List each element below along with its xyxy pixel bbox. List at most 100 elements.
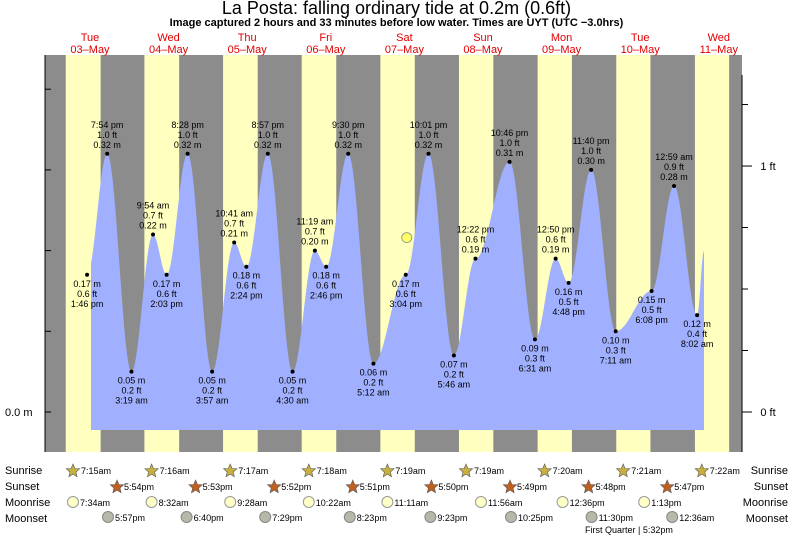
feet-label: 0.5 ft (559, 297, 580, 307)
sunrise-time: 7:19am (395, 466, 425, 476)
sunrise-time: 7:18am (317, 466, 347, 476)
time-label: 7:11 am (600, 355, 632, 365)
day-date-label: 08–May (463, 44, 503, 56)
day-date-label: 10–May (621, 44, 661, 56)
row-label: Moonset (5, 513, 47, 525)
metres-label: 0.12 m (683, 319, 711, 329)
moonset-icon (102, 511, 114, 523)
moonrise-time: 9:28am (237, 498, 267, 508)
metres-label: 0.32 m (254, 140, 282, 150)
day-date-label: 09–May (542, 44, 582, 56)
time-label: 10:46 pm (491, 128, 529, 138)
tide-point (185, 151, 190, 156)
day-date-label: 06–May (306, 44, 346, 56)
row-label: Sunrise (5, 465, 42, 477)
day-name-label: Sun (473, 32, 493, 44)
time-label: 3:57 am (196, 396, 229, 406)
moonrise-icon (381, 496, 394, 508)
metres-label: 0.05 m (198, 376, 226, 386)
moonrise-icon (638, 496, 651, 508)
moonrise-icon (556, 496, 569, 508)
tide-point (613, 329, 618, 334)
day-name-label: Wed (708, 32, 730, 44)
feet-label: 0.6 ft (465, 235, 486, 245)
metres-label: 0.19 m (462, 245, 490, 255)
day-name-label: Fri (319, 32, 332, 44)
sunrise-icon (222, 463, 238, 478)
time-label: 8:28 pm (171, 120, 204, 130)
sunset-icon (109, 479, 125, 494)
time-label: 5:46 am (438, 380, 471, 390)
feet-label: 0.7 ft (143, 210, 164, 220)
sunset-icon (423, 479, 439, 494)
metres-label: 0.10 m (602, 335, 630, 345)
time-label: 7:54 pm (91, 120, 124, 130)
time-label: 11:40 pm (573, 136, 610, 146)
sunrise-time: 7:20am (553, 466, 583, 476)
metres-label: 0.21 m (220, 229, 248, 239)
metres-label: 0.17 m (73, 279, 101, 289)
time-label: 5:12 am (357, 388, 390, 398)
day-name-label: Sat (396, 32, 413, 44)
tide-point (244, 264, 249, 269)
moonset-time: 12:36am (679, 513, 714, 523)
feet-label: 0.6 ft (396, 289, 417, 299)
feet-label: 0.6 ft (236, 281, 257, 291)
sunrise-icon (379, 463, 395, 478)
time-label: 4:48 pm (552, 307, 585, 317)
sunrise-time: 7:22am (710, 466, 740, 476)
feet-label: 0.6 ft (157, 289, 178, 299)
metres-label: 0.09 m (521, 343, 549, 353)
moonrise-time: 11:56am (488, 498, 522, 508)
metres-label: 0.18 m (233, 271, 261, 281)
moonrise-icon (145, 496, 158, 508)
time-label: 10:01 pm (410, 120, 448, 130)
moonset-time: 10:25pm (518, 513, 553, 523)
time-label: 9:30 pm (332, 120, 365, 130)
metres-label: 0.18 m (312, 271, 340, 281)
metres-label: 0.05 m (118, 376, 146, 386)
feet-label: 1.0 ft (338, 130, 359, 140)
sunset-time: 5:52pm (281, 482, 311, 492)
sunrise-time: 7:21am (631, 466, 661, 476)
tide-point (105, 151, 110, 156)
day-date-label: 11–May (700, 44, 739, 56)
metres-label: 0.31 m (496, 148, 524, 158)
time-label: 12:59 am (655, 152, 693, 162)
moonset-icon (180, 511, 193, 523)
metres-label: 0.15 m (638, 295, 666, 305)
feet-label: 0.7 ft (305, 227, 326, 237)
metres-label: 0.32 m (334, 140, 362, 150)
tide-point (451, 353, 456, 358)
moonrise-icon (67, 496, 79, 508)
row-label: Moonset (746, 513, 788, 525)
moonset-icon (259, 511, 272, 523)
moonset-icon (585, 511, 598, 523)
day-name-label: Mon (551, 32, 572, 44)
feet-label: 0.3 ft (606, 345, 627, 355)
tide-point (507, 159, 512, 164)
sunset-time: 5:51pm (360, 482, 390, 492)
feet-label: 0.2 ft (202, 386, 223, 396)
tide-point (232, 240, 237, 245)
tide-point (129, 369, 134, 374)
time-label: 1:46 pm (71, 299, 104, 309)
sunrise-icon (615, 463, 631, 478)
moonrise-time: 11:11am (394, 498, 428, 508)
metres-label: 0.05 m (279, 376, 307, 386)
day-name-label: Tue (81, 32, 100, 44)
feet-label: 0.4 ft (687, 329, 708, 339)
y-axis-label-right: 0 ft (760, 407, 775, 419)
time-label: 3:19 am (115, 396, 148, 406)
feet-label: 0.2 ft (121, 386, 142, 396)
time-label: 10:41 am (215, 209, 253, 219)
sunrise-icon (694, 463, 710, 478)
time-label: 8:02 am (681, 339, 714, 349)
metres-label: 0.32 m (415, 140, 443, 150)
tide-point (210, 369, 215, 374)
moonset-icon (424, 511, 437, 523)
feet-label: 0.6 ft (77, 289, 98, 299)
moonrise-time: 1:13pm (651, 498, 681, 508)
chart-title: La Posta: falling ordinary tide at 0.2m … (221, 0, 572, 18)
tide-point (532, 337, 537, 342)
